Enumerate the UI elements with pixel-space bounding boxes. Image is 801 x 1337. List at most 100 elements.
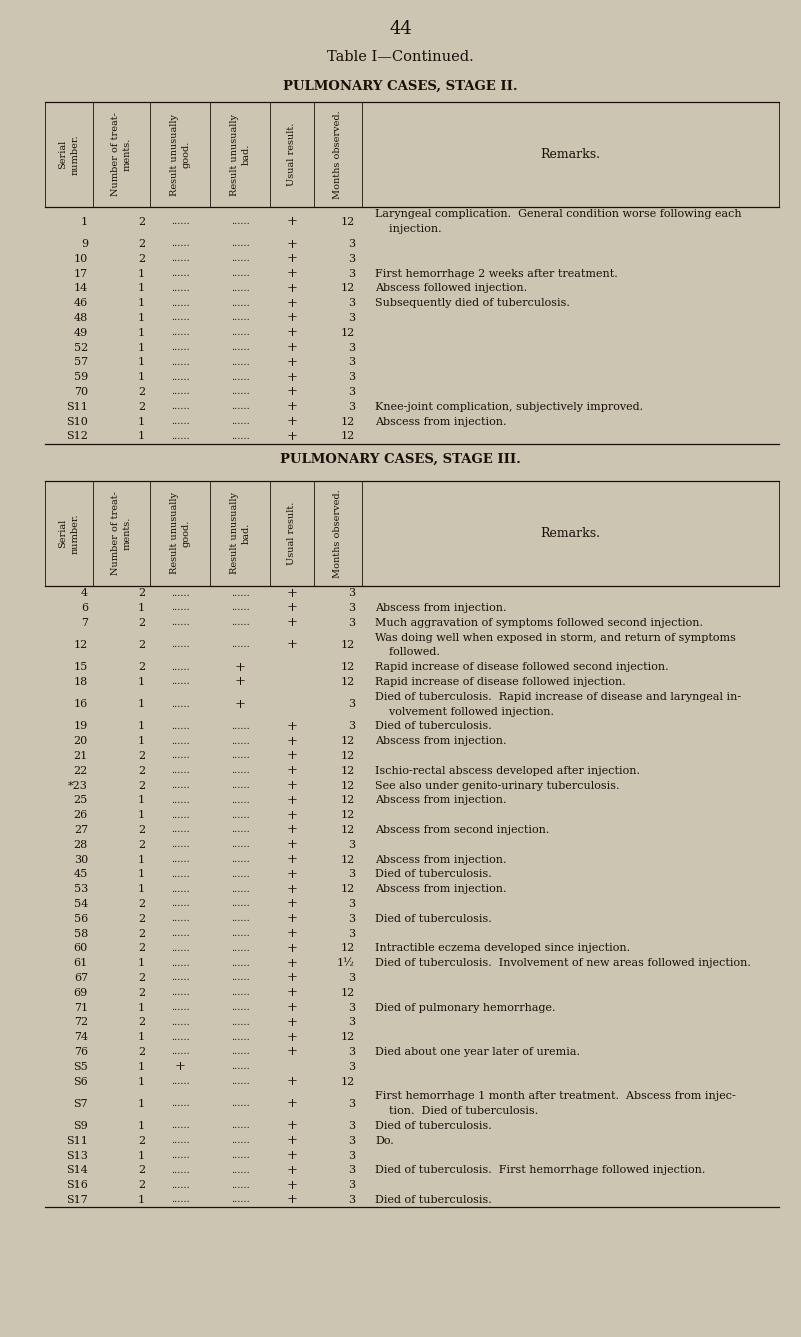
Text: Rapid increase of disease followed injection.: Rapid increase of disease followed injec… (375, 677, 626, 687)
Text: 3: 3 (348, 973, 355, 983)
Text: ......: ...... (171, 870, 189, 878)
Text: 1: 1 (138, 796, 145, 805)
Text: +: + (175, 1060, 186, 1074)
Text: 1: 1 (138, 737, 145, 746)
Text: Table I—Continued.: Table I—Continued. (327, 49, 474, 64)
Text: 3: 3 (348, 1099, 355, 1108)
Text: S9: S9 (73, 1120, 88, 1131)
Text: 12: 12 (340, 432, 355, 441)
Text: 2: 2 (138, 988, 145, 997)
Text: 46: 46 (74, 298, 88, 309)
Text: ......: ...... (171, 1078, 189, 1086)
Text: 74: 74 (74, 1032, 88, 1043)
Text: 1: 1 (138, 1120, 145, 1131)
Text: 3: 3 (348, 1166, 355, 1175)
Text: 2: 2 (138, 1166, 145, 1175)
Text: ......: ...... (171, 283, 189, 293)
Text: 3: 3 (348, 1151, 355, 1161)
Text: ......: ...... (231, 358, 249, 366)
Text: Result unusually
good.: Result unusually good. (170, 114, 191, 195)
Text: PULMONARY CASES, STAGE III.: PULMONARY CASES, STAGE III. (280, 453, 521, 465)
Text: ......: ...... (171, 751, 189, 761)
Text: Abscess from injection.: Abscess from injection. (375, 854, 506, 865)
Text: 12: 12 (340, 737, 355, 746)
Text: ......: ...... (231, 239, 249, 249)
Text: ......: ...... (231, 1047, 249, 1056)
Text: ......: ...... (231, 737, 249, 746)
Text: ......: ...... (231, 840, 249, 849)
Text: 14: 14 (74, 283, 88, 293)
Text: 12: 12 (340, 283, 355, 293)
Text: +: + (287, 1031, 297, 1044)
Text: 2: 2 (138, 944, 145, 953)
Text: 12: 12 (340, 417, 355, 427)
Text: +: + (287, 750, 297, 762)
Text: +: + (287, 602, 297, 615)
Text: ......: ...... (171, 640, 189, 650)
Text: ......: ...... (171, 1195, 189, 1205)
Text: 57: 57 (74, 357, 88, 368)
Text: ......: ...... (171, 329, 189, 337)
Text: ......: ...... (171, 699, 189, 709)
Text: ......: ...... (231, 313, 249, 322)
Text: ......: ...... (231, 1181, 249, 1190)
Text: +: + (287, 765, 297, 777)
Text: ......: ...... (231, 796, 249, 805)
Text: 2: 2 (138, 1136, 145, 1146)
Text: 19: 19 (74, 722, 88, 731)
Text: 27: 27 (74, 825, 88, 836)
Text: +: + (287, 794, 297, 808)
Text: See also under genito-urinary tuberculosis.: See also under genito-urinary tuberculos… (375, 781, 619, 790)
Text: 70: 70 (74, 386, 88, 397)
Text: ......: ...... (231, 810, 249, 820)
Text: 3: 3 (348, 269, 355, 278)
Text: Abscess followed injection.: Abscess followed injection. (375, 283, 527, 293)
Text: 12: 12 (74, 640, 88, 650)
Text: ......: ...... (171, 344, 189, 352)
Text: 1: 1 (138, 603, 145, 612)
Text: ......: ...... (171, 358, 189, 366)
Text: 49: 49 (74, 328, 88, 338)
Text: 3: 3 (348, 254, 355, 263)
Text: ......: ...... (171, 298, 189, 308)
Text: 12: 12 (340, 328, 355, 338)
Text: 2: 2 (138, 239, 145, 249)
Text: 2: 2 (138, 662, 145, 673)
Text: +: + (287, 341, 297, 354)
Text: ......: ...... (171, 218, 189, 226)
Text: Serial
number.: Serial number. (58, 134, 79, 175)
Text: +: + (287, 282, 297, 295)
Text: 2: 2 (138, 1181, 145, 1190)
Text: ......: ...... (171, 432, 189, 441)
Text: +: + (287, 941, 297, 955)
Text: Died about one year later of uremia.: Died about one year later of uremia. (375, 1047, 580, 1058)
Text: 76: 76 (74, 1047, 88, 1058)
Text: ......: ...... (171, 959, 189, 968)
Text: ......: ...... (231, 751, 249, 761)
Text: 3: 3 (348, 722, 355, 731)
Text: 1: 1 (138, 1032, 145, 1043)
Text: ......: ...... (171, 239, 189, 249)
Text: Subsequently died of tuberculosis.: Subsequently died of tuberculosis. (375, 298, 570, 309)
Text: ......: ...... (171, 1017, 189, 1027)
Text: 2: 2 (138, 751, 145, 761)
Text: 3: 3 (348, 1181, 355, 1190)
Text: ......: ...... (231, 417, 249, 427)
Text: ......: ...... (231, 781, 249, 790)
Text: 59: 59 (74, 372, 88, 382)
Text: +: + (287, 385, 297, 398)
Text: ......: ...... (231, 988, 249, 997)
Text: +: + (287, 1001, 297, 1013)
Text: ......: ...... (231, 402, 249, 412)
Text: ......: ...... (231, 900, 249, 909)
Text: 1: 1 (138, 269, 145, 278)
Text: +: + (287, 267, 297, 279)
Text: +: + (287, 927, 297, 940)
Text: 52: 52 (74, 342, 88, 353)
Text: +: + (287, 1134, 297, 1147)
Text: 3: 3 (348, 869, 355, 880)
Text: ......: ...... (171, 944, 189, 953)
Text: 45: 45 (74, 869, 88, 880)
Text: Died of tuberculosis.  Involvement of new areas followed injection.: Died of tuberculosis. Involvement of new… (375, 959, 751, 968)
Text: 53: 53 (74, 884, 88, 894)
